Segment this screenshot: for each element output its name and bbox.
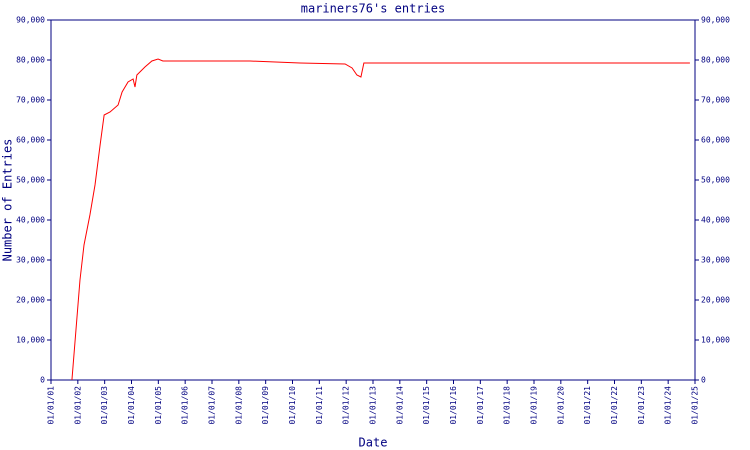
y2-tick-label: 10,000 xyxy=(701,336,730,345)
x-tick-label: 01/01/21 xyxy=(583,386,592,425)
y2-tick-label: 90,000 xyxy=(701,16,730,25)
x-tick-label: 01/01/06 xyxy=(181,386,190,425)
x-tick-label: 01/01/24 xyxy=(664,386,673,425)
y-tick-label: 10,000 xyxy=(16,336,45,345)
x-tick-label: 01/01/25 xyxy=(691,386,700,425)
y-tick-label: 30,000 xyxy=(16,256,45,265)
y2-tick-label: 0 xyxy=(701,376,706,385)
x-tick-label: 01/01/19 xyxy=(530,386,539,425)
y-tick-label: 20,000 xyxy=(16,296,45,305)
x-tick-label: 01/01/05 xyxy=(154,386,163,425)
x-tick-label: 01/01/23 xyxy=(637,386,646,425)
chart-title: mariners76's entries xyxy=(301,2,446,16)
y2-tick-label: 50,000 xyxy=(701,176,730,185)
y-tick-label: 80,000 xyxy=(16,56,45,65)
y-tick-label: 70,000 xyxy=(16,96,45,105)
x-tick-label: 01/01/22 xyxy=(610,386,619,425)
x-tick-label: 01/01/15 xyxy=(422,386,431,425)
x-tick-label: 01/01/09 xyxy=(261,386,270,425)
y-tick-label: 60,000 xyxy=(16,136,45,145)
x-tick-label: 01/01/13 xyxy=(369,386,378,425)
data-line xyxy=(71,58,690,381)
x-tick-label: 01/01/14 xyxy=(395,386,404,425)
y-tick-label: 50,000 xyxy=(16,176,45,185)
x-axis-label: Date xyxy=(359,436,388,450)
y-tick-label: 40,000 xyxy=(16,216,45,225)
x-tick-label: 01/01/01 xyxy=(47,386,56,425)
x-tick-label: 01/01/03 xyxy=(100,386,109,425)
y2-tick-label: 60,000 xyxy=(701,136,730,145)
x-tick-label: 01/01/02 xyxy=(73,386,82,425)
y2-tick-label: 30,000 xyxy=(701,256,730,265)
x-tick-label: 01/01/07 xyxy=(208,386,217,425)
plot-frame xyxy=(50,19,696,381)
x-tick-label: 01/01/20 xyxy=(556,386,565,425)
x-tick-label: 01/01/04 xyxy=(127,386,136,425)
y2-tick-label: 70,000 xyxy=(701,96,730,105)
y-axis-label: Number of Entries xyxy=(1,139,15,262)
x-tick-label: 01/01/18 xyxy=(503,386,512,425)
x-tick-label: 01/01/17 xyxy=(476,386,485,425)
x-tick-label: 01/01/11 xyxy=(315,386,324,425)
x-tick-label: 01/01/12 xyxy=(342,386,351,425)
y2-tick-label: 40,000 xyxy=(701,216,730,225)
y-tick-label: 0 xyxy=(40,376,45,385)
x-tick-label: 01/01/10 xyxy=(288,386,297,425)
x-tick-label: 01/01/08 xyxy=(234,386,243,425)
y2-tick-label: 80,000 xyxy=(701,56,730,65)
y-tick-label: 90,000 xyxy=(16,16,45,25)
x-tick-label: 01/01/16 xyxy=(449,386,458,425)
y2-tick-label: 20,000 xyxy=(701,296,730,305)
